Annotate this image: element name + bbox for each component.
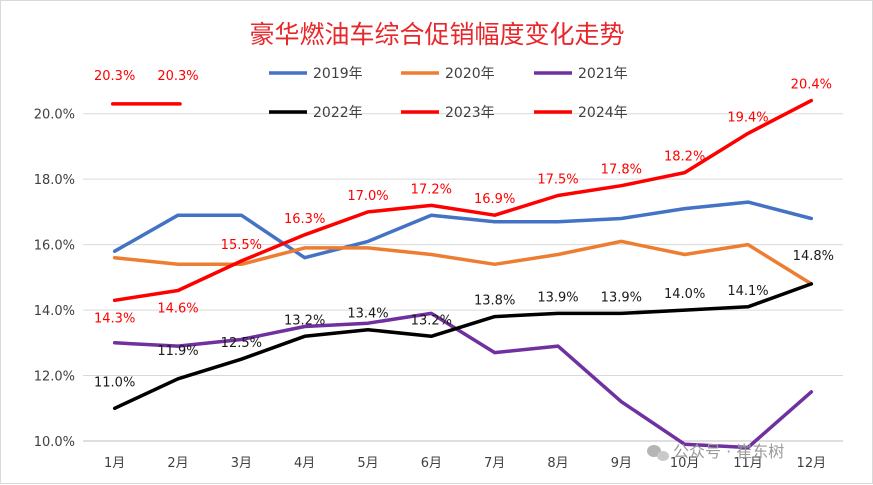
legend-label: 2024年	[578, 105, 628, 121]
data-label-2023: 16.3%	[284, 212, 325, 227]
x-tick-label: 3月	[231, 456, 252, 471]
data-label-2023: 14.6%	[157, 301, 198, 316]
series-line-2019年	[112, 200, 814, 260]
data-label-2022: 13.2%	[411, 313, 452, 328]
gridlines	[83, 113, 843, 442]
legend-label: 2023年	[445, 105, 495, 121]
y-tick-label: 18.0%	[34, 173, 75, 188]
data-label-2023: 17.8%	[601, 163, 642, 178]
data-label-2024: 20.3%	[157, 69, 198, 84]
x-tick-label: 8月	[547, 456, 568, 471]
x-tick-label: 10月	[670, 456, 700, 471]
data-label-2022: 13.4%	[347, 307, 388, 322]
legend-item-2024年: 2024年	[534, 105, 628, 121]
data-label-2024: 20.3%	[94, 69, 135, 84]
series-line-2022年	[112, 282, 814, 411]
x-tick-label: 5月	[357, 456, 378, 471]
x-tick-label: 4月	[294, 456, 315, 471]
data-label-2022: 13.9%	[537, 290, 578, 305]
legend-label: 2021年	[578, 66, 628, 82]
data-label-2023: 17.0%	[347, 189, 388, 204]
data-label-2022: 11.0%	[94, 375, 135, 390]
chart-title: 豪华燃油车综合促销幅度变化走势	[249, 20, 624, 49]
data-label-2022: 14.1%	[727, 284, 768, 299]
legend: 2019年 2020年 2021年 2022年 2023年 2024年	[269, 66, 628, 121]
y-tick-label: 20.0%	[34, 108, 75, 123]
data-label-2023: 14.3%	[94, 311, 135, 326]
watermark-text: 公众号 · 崔东树	[673, 442, 784, 461]
data-label-2023: 20.4%	[791, 78, 832, 93]
axes: 10.0% 12.0% 14.0% 16.0% 18.0% 20.0% 1月 2月 3月 4月 5月…	[34, 108, 843, 471]
data-label-2022: 12.5%	[221, 336, 262, 351]
x-tick-label: 9月	[611, 456, 632, 471]
series-line-2021年	[112, 311, 814, 450]
legend-label: 2019年	[313, 66, 363, 82]
x-tick-label: 2月	[167, 456, 188, 471]
data-label-2022: 13.8%	[474, 294, 515, 309]
y-tick-label: 16.0%	[34, 239, 75, 254]
data-label-2023: 16.9%	[474, 192, 515, 207]
legend-item-2021年: 2021年	[534, 66, 628, 82]
series-line-2023年	[112, 98, 814, 303]
x-tick-label: 1月	[104, 456, 125, 471]
y-tick-label: 14.0%	[34, 304, 75, 319]
data-label-2023: 17.2%	[411, 182, 452, 197]
legend-item-2023年: 2023年	[401, 105, 495, 121]
legend-item-2020年: 2020年	[401, 66, 495, 82]
wechat-icon	[647, 445, 669, 461]
y-tick-label: 10.0%	[34, 435, 75, 450]
data-label-2023: 17.5%	[537, 173, 578, 188]
y-tick-label: 12.0%	[34, 370, 75, 385]
legend-item-2022年: 2022年	[269, 105, 363, 121]
watermark: 公众号 · 崔东树	[647, 442, 784, 461]
data-label-2022: 13.9%	[601, 290, 642, 305]
data-label-2023: 18.2%	[664, 150, 705, 165]
series-line-2020年	[112, 239, 814, 286]
x-tick-label: 12月	[797, 456, 827, 471]
data-label-2023: 15.5%	[221, 238, 262, 253]
x-tick-label: 7月	[484, 456, 505, 471]
x-tick-label: 11月	[733, 456, 763, 471]
data-labels: 14.3% 14.6% 15.5% 16.3% 17.0% 17.2% 16.9% 17.5%…	[94, 69, 834, 390]
legend-label: 2020年	[445, 66, 495, 82]
data-label-2022: 14.8%	[793, 249, 834, 264]
data-label-2023: 19.4%	[727, 110, 768, 125]
x-tick-label: 6月	[421, 456, 442, 471]
legend-item-2019年: 2019年	[269, 66, 363, 82]
series-lines	[110, 98, 814, 450]
data-label-2022: 13.2%	[284, 313, 325, 328]
legend-label: 2022年	[313, 105, 363, 121]
data-label-2022: 11.9%	[157, 344, 198, 359]
data-label-2022: 14.0%	[664, 287, 705, 302]
